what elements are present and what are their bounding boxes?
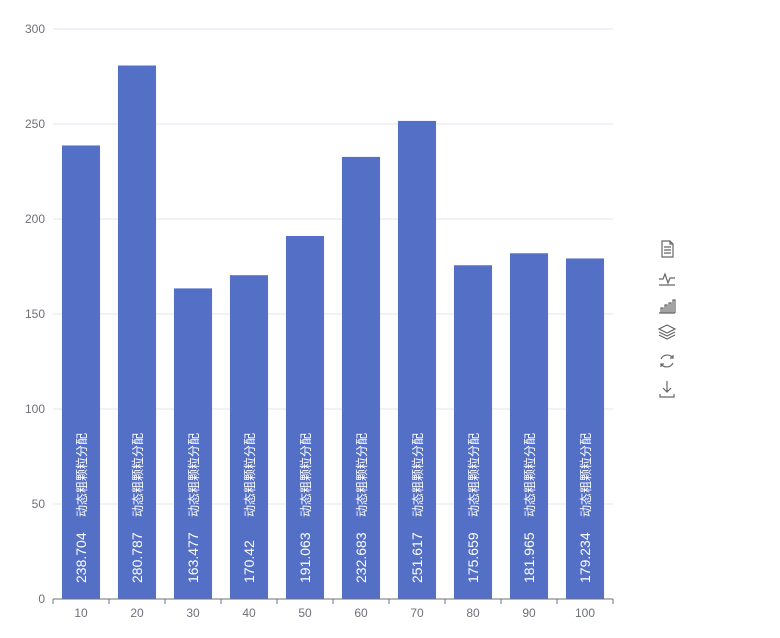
x-tick-label: 50	[298, 606, 312, 620]
bar[interactable]	[117, 65, 157, 599]
bar-series-label: 动态粗颗粒分配	[466, 433, 481, 517]
bar[interactable]	[285, 235, 325, 600]
bar-series: 238.704 动态粗颗粒分配 280.787 动态粗颗粒分配 163.477 动态粗颗粒…	[61, 65, 605, 600]
bar-series-label: 动态粗颗粒分配	[578, 433, 593, 517]
download-icon[interactable]	[656, 378, 680, 402]
y-tick-label: 50	[32, 497, 46, 511]
bar[interactable]	[509, 253, 549, 600]
line-chart-icon[interactable]	[656, 266, 680, 290]
bar-series-label: 动态粗颗粒分配	[410, 433, 425, 517]
restore-icon[interactable]	[656, 350, 680, 374]
y-tick-label: 0	[38, 592, 45, 606]
y-tick-label: 150	[25, 307, 45, 321]
bar-value-label: 191.063	[297, 532, 313, 583]
x-tick-label: 40	[242, 606, 256, 620]
bar-value-label: 251.617	[409, 532, 425, 583]
bar[interactable]	[173, 288, 213, 599]
x-tick-label: 10	[74, 606, 88, 620]
bar-value-label: 238.704	[73, 532, 89, 583]
bar-value-label: 175.659	[465, 532, 481, 583]
y-tick-label: 200	[25, 212, 45, 226]
x-tick-label: 90	[522, 606, 536, 620]
data-view-icon[interactable]	[656, 238, 680, 262]
bar-series-label: 动态粗颗粒分配	[298, 433, 313, 517]
bar-value-label: 181.965	[521, 532, 537, 583]
bar-series-label: 动态粗颗粒分配	[242, 433, 257, 517]
x-tick-label: 60	[354, 606, 368, 620]
bar-series-label: 动态粗颗粒分配	[74, 433, 89, 517]
bar-chart: 0 50 100 150 200 250 300 238.704 动态粗颗粒分配 280.787…	[25, 22, 614, 620]
bar-value-label: 179.234	[577, 532, 593, 583]
bar-series-label: 动态粗颗粒分配	[522, 433, 537, 517]
x-tick-label: 20	[130, 606, 144, 620]
stack-icon[interactable]	[656, 322, 680, 346]
bar-value-label: 163.477	[185, 532, 201, 583]
bar-value-label: 280.787	[129, 532, 145, 583]
y-tick-label: 100	[25, 402, 45, 416]
bar[interactable]	[397, 120, 437, 599]
bar[interactable]	[61, 145, 101, 599]
x-tick-label: 30	[186, 606, 200, 620]
bar-series-label: 动态粗颗粒分配	[354, 433, 369, 517]
bar[interactable]	[565, 258, 605, 599]
x-tick-label: 70	[410, 606, 424, 620]
x-axis: 10 20 30 40 50 60 70 80 90 100	[52, 598, 614, 620]
bar-chart-icon[interactable]	[656, 294, 680, 318]
bar[interactable]	[229, 275, 269, 599]
bar-value-label: 170.42	[241, 540, 257, 583]
bar[interactable]	[453, 265, 493, 599]
bar-series-label: 动态粗颗粒分配	[186, 433, 201, 517]
bar-value-label: 232.683	[353, 532, 369, 583]
y-tick-label: 250	[25, 117, 45, 131]
x-tick-label: 80	[466, 606, 480, 620]
x-tick-label: 100	[575, 606, 595, 620]
bar[interactable]	[341, 156, 381, 600]
y-axis: 0 50 100 150 200 250 300	[25, 22, 45, 606]
y-tick-label: 300	[25, 22, 45, 36]
toolbox	[656, 238, 682, 406]
bar-series-label: 动态粗颗粒分配	[130, 433, 145, 517]
